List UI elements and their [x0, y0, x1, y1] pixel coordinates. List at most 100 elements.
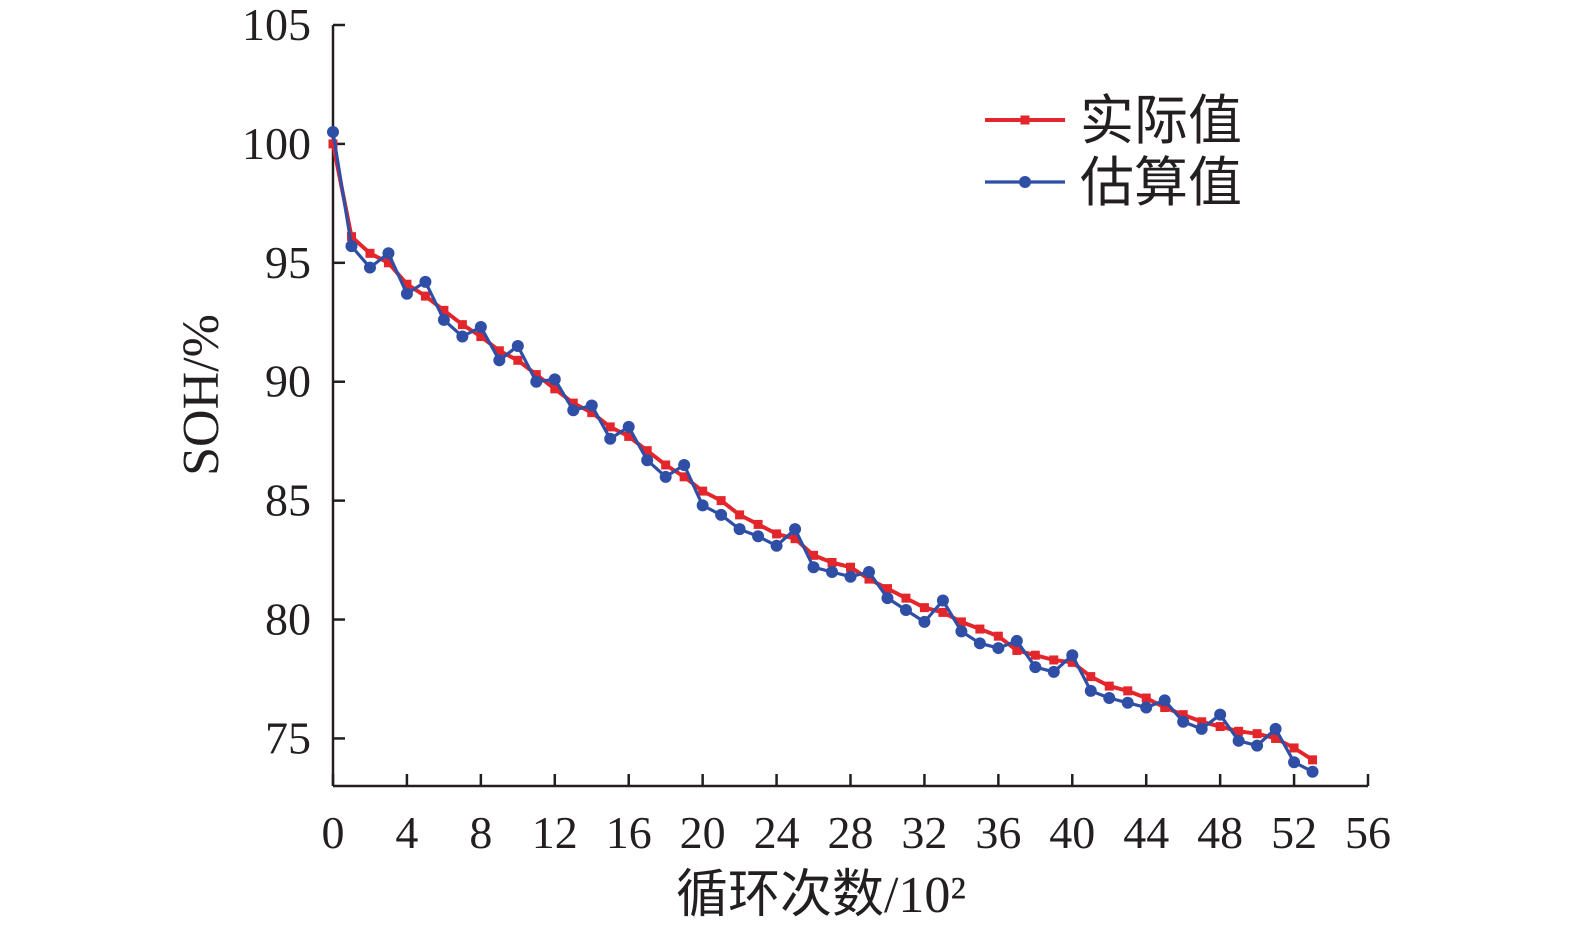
estimated-data-point — [992, 642, 1005, 655]
actual-data-point — [1252, 729, 1262, 739]
actual-data-point — [1104, 681, 1114, 691]
actual-data-point — [901, 593, 911, 603]
actual-data-point — [827, 557, 837, 567]
estimated-data-point — [1306, 765, 1319, 778]
estimated-data-point — [567, 404, 580, 417]
actual-data-point — [531, 370, 541, 380]
actual-data-point — [938, 607, 948, 617]
estimated-data-point — [1232, 734, 1245, 747]
x-tick-label: 52 — [1271, 807, 1317, 858]
y-tick-label: 105 — [242, 0, 311, 50]
x-tick-label: 44 — [1123, 807, 1169, 858]
estimated-data-point — [826, 565, 839, 578]
estimated-data-point — [400, 287, 413, 300]
estimated-data-point — [456, 330, 469, 343]
estimated-series — [327, 126, 1319, 778]
actual-data-point — [494, 346, 504, 356]
estimated-data-point — [1047, 665, 1060, 678]
actual-data-point — [1197, 717, 1207, 727]
actual-data-point — [1123, 686, 1133, 696]
actual-data-point — [328, 139, 338, 149]
legend-item-estimated: 估算值 — [985, 153, 1242, 213]
actual-data-point — [735, 510, 745, 520]
legend-label-estimated: 估算值 — [1080, 153, 1242, 213]
x-tick-label: 56 — [1345, 807, 1391, 858]
estimated-data-point — [382, 247, 395, 260]
estimated-data-point — [1084, 684, 1097, 697]
x-tick-label: 28 — [828, 807, 874, 858]
actual-data-point — [1289, 743, 1299, 753]
actual-data-point — [698, 486, 708, 496]
estimated-data-point — [1029, 661, 1042, 674]
actual-data-point — [642, 446, 652, 456]
estimated-data-point — [1066, 649, 1079, 662]
x-tick-label: 0 — [322, 807, 345, 858]
estimated-data-point — [936, 594, 949, 607]
estimated-data-point — [1251, 739, 1264, 752]
estimated-data-point — [955, 625, 968, 638]
estimated-data-point — [437, 313, 450, 326]
estimated-data-point — [881, 592, 894, 605]
actual-series-line — [331, 143, 1314, 762]
estimated-data-point — [1010, 634, 1023, 647]
actual-data-point — [679, 472, 689, 482]
estimated-data-point — [511, 340, 524, 353]
estimated-data-point — [918, 615, 931, 628]
actual-data-point — [457, 320, 467, 330]
estimated-data-point — [807, 561, 820, 574]
estimated-data-point — [899, 604, 912, 617]
actual-data-point — [1067, 657, 1077, 667]
legend-marker-actual — [1020, 115, 1030, 125]
estimated-data-point — [659, 470, 672, 483]
x-tick-label: 48 — [1197, 807, 1243, 858]
actual-data-point — [1215, 722, 1225, 732]
estimated-data-point — [1121, 696, 1134, 709]
estimated-data-point — [641, 454, 654, 467]
x-tick-label: 20 — [680, 807, 726, 858]
actual-data-point — [476, 332, 486, 342]
actual-data-point — [402, 279, 412, 289]
legend-label-actual: 实际值 — [1080, 91, 1242, 151]
estimated-data-point — [1177, 715, 1190, 728]
actual-data-point — [882, 584, 892, 594]
estimated-data-point — [1103, 692, 1116, 705]
estimated-data-point — [327, 126, 339, 139]
estimated-data-point — [1214, 708, 1227, 721]
actual-data-point — [1308, 755, 1318, 765]
y-tick-label: 95 — [265, 237, 311, 288]
estimated-data-point — [585, 399, 598, 412]
actual-data-point — [846, 562, 855, 572]
actual-data-point — [809, 550, 819, 560]
estimated-data-point — [1140, 701, 1153, 714]
estimated-data-point — [1158, 694, 1171, 707]
actual-data-point — [1141, 693, 1151, 703]
actual-data-point — [1271, 733, 1281, 743]
y-tick-label: 80 — [265, 594, 311, 645]
actual-data-point — [1086, 672, 1096, 682]
actual-data-point — [753, 519, 763, 529]
estimated-data-point — [530, 375, 543, 388]
estimated-data-point — [622, 420, 635, 433]
actual-data-point — [550, 384, 560, 394]
actual-data-point — [1160, 703, 1170, 713]
actual-data-point — [365, 248, 375, 258]
x-tick-label: 8 — [469, 807, 492, 858]
x-tick-label: 16 — [606, 807, 652, 858]
actual-data-point — [383, 258, 393, 268]
actual-data-point — [1030, 650, 1040, 660]
estimated-data-point — [345, 240, 358, 253]
legend-marker-estimated — [1019, 176, 1031, 188]
legend-item-actual: 实际值 — [985, 91, 1242, 151]
actual-data-point — [1049, 655, 1059, 665]
estimated-data-point — [678, 458, 691, 471]
actual-data-point — [790, 534, 800, 544]
x-tick-label: 36 — [975, 807, 1021, 858]
estimated-series-line — [331, 131, 1314, 774]
actual-data-point — [587, 408, 597, 418]
estimated-data-point — [973, 637, 986, 650]
x-tick-label: 24 — [754, 807, 800, 858]
